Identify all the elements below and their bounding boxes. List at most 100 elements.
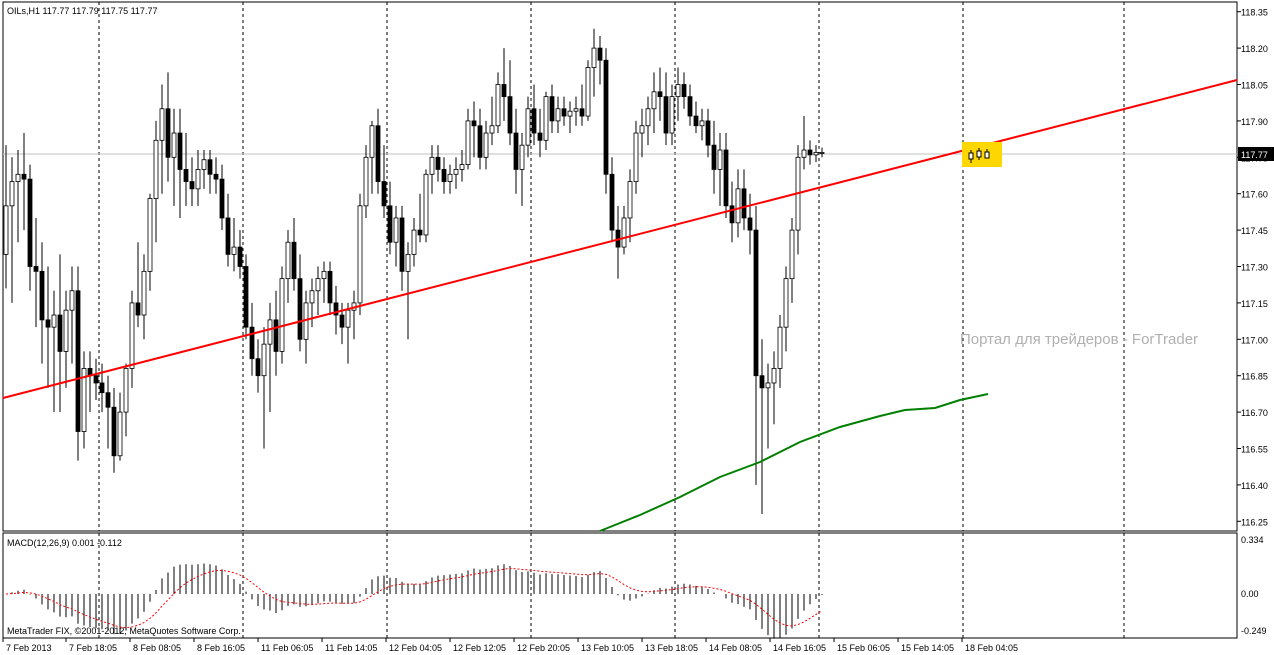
candle-body [705,120,711,146]
candle-body [321,270,327,280]
time-label: 14 Feb 08:05 [709,643,762,653]
price-tick-label: 117.00 [1241,335,1268,345]
candle-body [27,178,33,267]
candle-body [333,302,339,316]
candle-body [801,149,807,158]
candle-body [207,159,213,175]
candle-body [645,108,651,127]
candle-body [555,108,561,122]
candle-body [231,246,237,255]
candle-body [663,96,669,134]
highlight-candle-body [976,150,982,158]
candle-body [711,144,717,170]
candle-body [459,164,465,170]
candle-body [375,125,381,182]
candle-body [753,229,759,377]
candle-body [393,217,399,243]
candle-body [729,205,735,224]
candle-body [381,181,387,207]
price-tick-label: 118.20 [1241,44,1268,54]
candle-body [435,156,441,170]
candle-body [717,149,723,170]
price-tick-label: 116.40 [1241,481,1268,491]
candle-body [813,152,819,156]
candle-body [261,343,267,377]
candle-body [483,132,489,158]
time-label: 7 Feb 18:05 [69,643,117,653]
candle-body [597,47,603,61]
candle-body [255,358,261,377]
candle-body [441,169,447,182]
candle-body [99,382,105,394]
macd-label: MACD(12,26,9) 0.001 -0.112 [7,538,122,548]
copyright-text: MetaTrader FIX, ©2001-2012, MetaQuotes S… [7,626,241,636]
candle-body [291,241,297,280]
candle-body [93,375,99,384]
vertical-grid [98,2,1125,638]
candle-body [525,108,531,146]
candle-body [339,314,345,328]
candle-body [57,314,63,352]
candle-body [195,169,201,190]
candle-body [267,319,273,345]
candle-body [807,149,813,156]
candle-body [63,309,69,352]
candle-body [537,132,543,141]
watermark-text: Портал для трейдеров - ForTrader [960,331,1198,348]
candle-body [513,132,519,170]
candle-body [783,278,789,328]
candle-body [129,302,135,369]
trend-line[interactable] [2,79,1238,399]
candle-body [219,178,225,219]
candle-body [189,181,195,190]
price-tick-label: 116.25 [1241,517,1268,527]
candle-body [747,217,753,231]
time-label: 18 Feb 04:05 [965,643,1018,653]
candle-body [327,270,333,304]
candle-body [477,125,483,158]
candle-body [507,96,513,134]
candle-body [591,47,597,68]
candle-body [609,173,615,231]
candle-body [669,96,675,134]
time-label: 13 Feb 10:05 [581,643,634,653]
current-price-box [1238,147,1274,161]
time-label: 8 Feb 16:05 [197,643,245,653]
candle-body [81,368,87,432]
candle-body [759,375,765,389]
highlighted-candles [968,148,990,163]
candle-body [453,169,459,175]
time-label: 12 Feb 04:05 [389,643,442,653]
candle-body [417,229,423,236]
symbol-info: OILs,H1 117.77 117.79 117.75 117.77 [7,6,157,16]
candle-body [519,144,525,170]
candle-body [633,132,639,182]
candle-body [39,270,45,321]
candle-body [603,59,609,175]
candle-body [213,173,219,180]
candle-body [243,266,249,328]
highlight-candle-body [968,152,974,160]
candle-body [771,368,777,384]
candle-body [105,392,111,408]
macd-axis-top: 0.334 [1241,535,1264,545]
candle-body [789,229,795,280]
price-tick-label: 116.70 [1241,408,1268,418]
candle-body [405,253,411,272]
time-axis: 7 Feb 2013 7 Feb 18:05 8 Feb 08:05 8 Feb 16… [2,638,1018,653]
macd-axis-zero: 0.00 [1241,589,1259,599]
candle-body [573,108,579,112]
candle-body [687,96,693,117]
candle-body [675,84,681,98]
candle-body [201,159,207,170]
candle-body [765,382,771,389]
candle-body [75,290,81,432]
candle-body [123,368,129,413]
candle-body [117,411,123,457]
candle-body [387,205,393,243]
time-label: 11 Feb 14:05 [325,643,377,653]
price-tick-label: 116.55 [1241,444,1268,454]
candle-body [309,290,315,304]
candle-body [543,96,549,141]
